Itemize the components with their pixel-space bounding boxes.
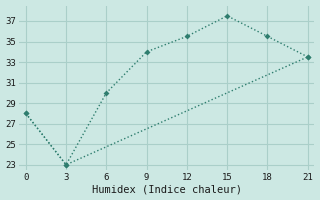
X-axis label: Humidex (Indice chaleur): Humidex (Indice chaleur) [92,184,242,194]
